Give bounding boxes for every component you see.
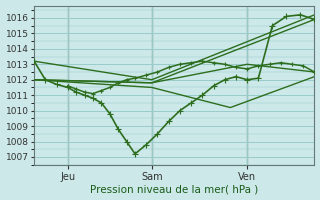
X-axis label: Pression niveau de la mer( hPa ): Pression niveau de la mer( hPa ) [90,184,259,194]
